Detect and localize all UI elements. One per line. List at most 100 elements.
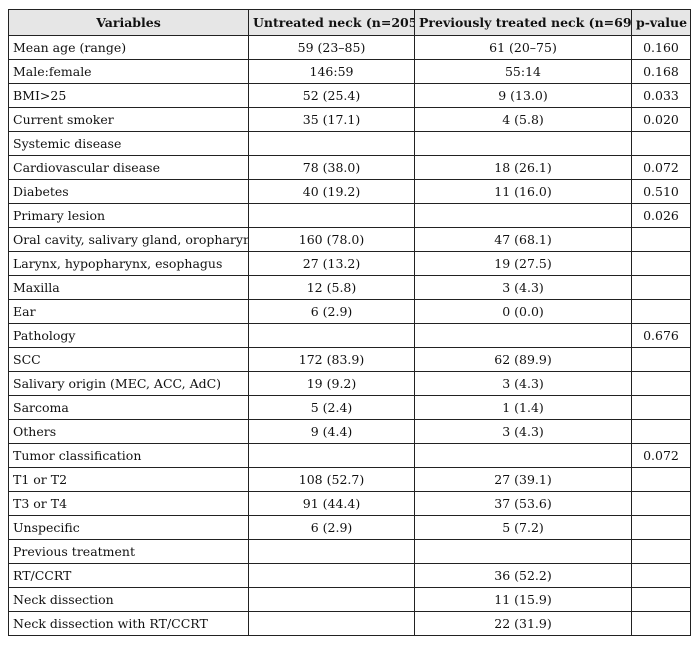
cell-treated: 37 (53.6) bbox=[414, 491, 632, 516]
cell-treated: 0 (0.0) bbox=[414, 299, 632, 324]
table-row: Ear 6 (2.9) 0 (0.0) bbox=[8, 299, 691, 324]
cell-untreated: 35 (17.1) bbox=[248, 107, 415, 132]
table-row: Systemic disease bbox=[8, 131, 691, 156]
cell-variable: Previous treatment bbox=[8, 539, 249, 564]
table-row: RT/CCRT 36 (52.2) bbox=[8, 563, 691, 588]
cell-untreated: 27 (13.2) bbox=[248, 251, 415, 276]
cell-p-value bbox=[631, 227, 691, 252]
cell-untreated: 19 (9.2) bbox=[248, 371, 415, 396]
cell-p-value bbox=[631, 467, 691, 492]
cell-treated: 62 (89.9) bbox=[414, 347, 632, 372]
cell-variable: Primary lesion bbox=[8, 203, 249, 228]
patient-characteristics-table: Variables Untreated neck (n=205) Previou… bbox=[8, 9, 691, 636]
cell-variable: T1 or T2 bbox=[8, 467, 249, 492]
cell-treated bbox=[414, 443, 632, 468]
cell-variable: Systemic disease bbox=[8, 131, 249, 156]
cell-p-value bbox=[631, 131, 691, 156]
cell-variable: Diabetes bbox=[8, 179, 249, 204]
cell-untreated bbox=[248, 443, 415, 468]
cell-untreated bbox=[248, 611, 415, 636]
cell-p-value bbox=[631, 299, 691, 324]
table-row: Cardiovascular disease 78 (38.0) 18 (26.1)… bbox=[8, 155, 691, 180]
cell-treated: 55:14 bbox=[414, 59, 632, 84]
cell-p-value: 0.676 bbox=[631, 323, 691, 348]
cell-untreated: 146:59 bbox=[248, 59, 415, 84]
cell-treated: 1 (1.4) bbox=[414, 395, 632, 420]
cell-p-value bbox=[631, 275, 691, 300]
cell-variable: Neck dissection bbox=[8, 587, 249, 612]
cell-variable: Unspecific bbox=[8, 515, 249, 540]
table-row: Male:female 146:59 55:14 0.168 bbox=[8, 59, 691, 84]
header-variables: Variables bbox=[8, 9, 249, 36]
cell-untreated: 78 (38.0) bbox=[248, 155, 415, 180]
cell-treated: 3 (4.3) bbox=[414, 275, 632, 300]
cell-p-value bbox=[631, 395, 691, 420]
table-row: Pathology 0.676 bbox=[8, 323, 691, 348]
cell-treated: 4 (5.8) bbox=[414, 107, 632, 132]
cell-p-value: 0.072 bbox=[631, 443, 691, 468]
cell-variable: Maxilla bbox=[8, 275, 249, 300]
cell-treated: 36 (52.2) bbox=[414, 563, 632, 588]
cell-p-value bbox=[631, 515, 691, 540]
cell-treated bbox=[414, 323, 632, 348]
header-row: Variables Untreated neck (n=205) Previou… bbox=[8, 9, 691, 36]
cell-untreated: 9 (4.4) bbox=[248, 419, 415, 444]
table-row: Salivary origin (MEC, ACC, AdC) 19 (9.2) 3… bbox=[8, 371, 691, 396]
cell-treated: 11 (16.0) bbox=[414, 179, 632, 204]
header-p-value: p-value bbox=[631, 9, 691, 36]
table-row: T1 or T2 108 (52.7) 27 (39.1) bbox=[8, 467, 691, 492]
cell-variable: Current smoker bbox=[8, 107, 249, 132]
table-row: BMI>25 52 (25.4) 9 (13.0) 0.033 bbox=[8, 83, 691, 108]
cell-variable: BMI>25 bbox=[8, 83, 249, 108]
table-row: Current smoker 35 (17.1) 4 (5.8) 0.020 bbox=[8, 107, 691, 132]
cell-untreated bbox=[248, 563, 415, 588]
table-row: Mean age (range) 59 (23–85) 61 (20–75) 0.16… bbox=[8, 35, 691, 60]
cell-variable: Neck dissection with RT/CCRT bbox=[8, 611, 249, 636]
table-row: Sarcoma 5 (2.4) 1 (1.4) bbox=[8, 395, 691, 420]
cell-variable: Others bbox=[8, 419, 249, 444]
cell-untreated: 5 (2.4) bbox=[248, 395, 415, 420]
cell-variable: Ear bbox=[8, 299, 249, 324]
table-body: Mean age (range) 59 (23–85) 61 (20–75) 0.16… bbox=[8, 35, 691, 636]
cell-variable: Pathology bbox=[8, 323, 249, 348]
cell-variable: SCC bbox=[8, 347, 249, 372]
cell-p-value bbox=[631, 347, 691, 372]
cell-variable: Salivary origin (MEC, ACC, AdC) bbox=[8, 371, 249, 396]
cell-variable: Oral cavity, salivary gland, oropharynx bbox=[8, 227, 249, 252]
cell-p-value: 0.510 bbox=[631, 179, 691, 204]
cell-untreated: 172 (83.9) bbox=[248, 347, 415, 372]
cell-p-value bbox=[631, 419, 691, 444]
cell-untreated bbox=[248, 203, 415, 228]
cell-p-value bbox=[631, 491, 691, 516]
cell-treated: 61 (20–75) bbox=[414, 35, 632, 60]
table-row: Diabetes 40 (19.2) 11 (16.0) 0.510 bbox=[8, 179, 691, 204]
cell-p-value: 0.020 bbox=[631, 107, 691, 132]
cell-untreated bbox=[248, 539, 415, 564]
cell-p-value bbox=[631, 371, 691, 396]
cell-untreated: 160 (78.0) bbox=[248, 227, 415, 252]
cell-treated: 27 (39.1) bbox=[414, 467, 632, 492]
cell-treated: 5 (7.2) bbox=[414, 515, 632, 540]
table-row: Primary lesion 0.026 bbox=[8, 203, 691, 228]
table-row: Neck dissection with RT/CCRT 22 (31.9) bbox=[8, 611, 691, 636]
cell-untreated bbox=[248, 131, 415, 156]
cell-variable: Tumor classification bbox=[8, 443, 249, 468]
cell-untreated: 91 (44.4) bbox=[248, 491, 415, 516]
cell-treated: 22 (31.9) bbox=[414, 611, 632, 636]
table-row: Previous treatment bbox=[8, 539, 691, 564]
table-row: SCC 172 (83.9) 62 (89.9) bbox=[8, 347, 691, 372]
cell-p-value bbox=[631, 539, 691, 564]
cell-treated: 3 (4.3) bbox=[414, 419, 632, 444]
cell-treated: 19 (27.5) bbox=[414, 251, 632, 276]
table-row: Neck dissection 11 (15.9) bbox=[8, 587, 691, 612]
cell-p-value: 0.026 bbox=[631, 203, 691, 228]
table-row: Larynx, hypopharynx, esophagus 27 (13.2) 1… bbox=[8, 251, 691, 276]
table-row: Unspecific 6 (2.9) 5 (7.2) bbox=[8, 515, 691, 540]
cell-variable: RT/CCRT bbox=[8, 563, 249, 588]
cell-variable: Male:female bbox=[8, 59, 249, 84]
cell-p-value: 0.168 bbox=[631, 59, 691, 84]
cell-treated: 11 (15.9) bbox=[414, 587, 632, 612]
cell-variable: Sarcoma bbox=[8, 395, 249, 420]
cell-p-value: 0.160 bbox=[631, 35, 691, 60]
cell-treated: 3 (4.3) bbox=[414, 371, 632, 396]
